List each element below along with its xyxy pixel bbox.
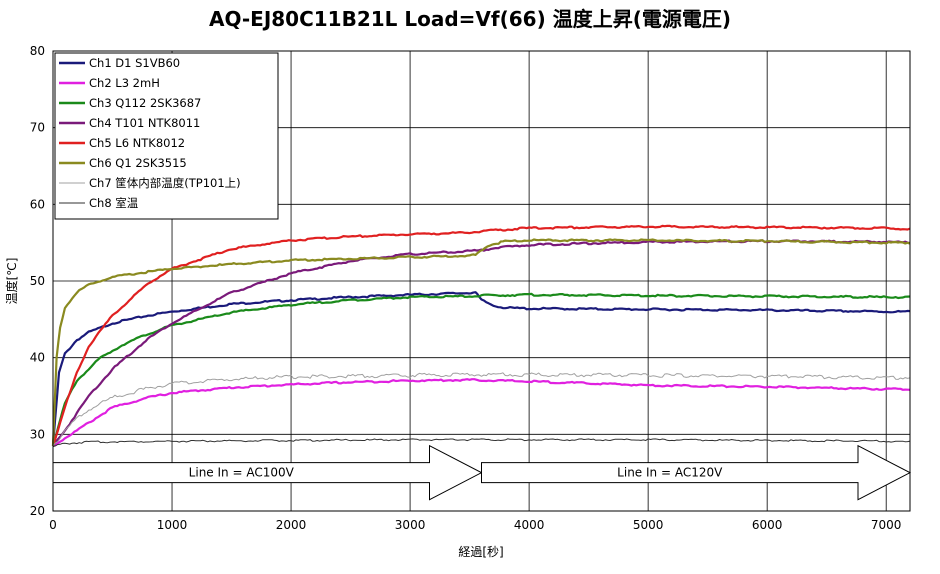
y-tick-label-6: 80 — [30, 44, 45, 58]
y-axis-label: 温度[℃] — [4, 258, 19, 305]
x-tick-label-5: 5000 — [633, 518, 664, 532]
legend-entry-ch1: Ch1 D1 S1VB60 — [89, 56, 180, 70]
legend-entry-ch3: Ch3 Q112 2SK3687 — [89, 96, 201, 110]
y-tick-label-0: 20 — [30, 504, 45, 518]
annotation-arrows: Line In = AC100V Line In = AC120V — [52, 444, 912, 501]
series-group — [51, 224, 911, 448]
x-tick-label-0: 0 — [49, 518, 57, 532]
annotation-arrow-0 — [52, 444, 483, 501]
y-tick-label-3: 50 — [30, 274, 45, 288]
legend-entry-ch6: Ch6 Q1 2SK3515 — [89, 156, 187, 170]
series-line-ch6 — [51, 238, 911, 446]
x-tick-label-1: 1000 — [157, 518, 188, 532]
legend: Ch1 D1 S1VB60 Ch2 L3 2mH Ch3 Q112 2SK3687 C… — [54, 52, 279, 220]
legend-entry-ch4: Ch4 T101 NTK8011 — [89, 116, 200, 130]
plot-frame — [52, 50, 911, 512]
series-line-ch5 — [51, 224, 911, 447]
legend-box — [54, 52, 279, 220]
y-tick-label-1: 30 — [30, 427, 45, 441]
y-tick-label-5: 70 — [30, 121, 45, 135]
annotation-label-1: Line In = AC120V — [617, 466, 723, 480]
series-line-ch2 — [52, 378, 911, 447]
x-axis-ticks: 0 1000 2000 3000 4000 5000 6000 7000 — [49, 518, 901, 532]
x-tick-label-7: 7000 — [871, 518, 902, 532]
x-tick-label-6: 6000 — [752, 518, 783, 532]
legend-entry-ch7: Ch7 筐体内部温度(TP101上) — [89, 176, 241, 190]
x-axis-label: 経過[秒] — [458, 545, 503, 559]
chart-title: AQ-EJ80C11B21L Load=Vf(66) 温度上昇(電源電圧) — [209, 7, 731, 31]
legend-entry-ch2: Ch2 L3 2mH — [89, 76, 160, 90]
series-line-ch8 — [52, 438, 911, 448]
series-line-ch1 — [51, 291, 911, 446]
x-tick-label-3: 3000 — [395, 518, 426, 532]
annotation-arrow-1 — [481, 444, 912, 501]
series-line-ch7 — [52, 372, 911, 447]
legend-entry-ch5: Ch5 L6 NTK8012 — [89, 136, 185, 150]
legend-entry-ch8: Ch8 室温 — [89, 196, 139, 210]
y-axis-ticks: 20 30 40 50 60 70 80 — [30, 44, 45, 518]
series-line-ch3 — [51, 292, 911, 447]
x-tick-label-4: 4000 — [514, 518, 545, 532]
series-line-ch4 — [52, 239, 911, 447]
x-tick-label-2: 2000 — [276, 518, 307, 532]
y-tick-label-2: 40 — [30, 351, 45, 365]
annotation-label-0: Line In = AC100V — [189, 466, 295, 480]
y-tick-label-4: 60 — [30, 197, 45, 211]
